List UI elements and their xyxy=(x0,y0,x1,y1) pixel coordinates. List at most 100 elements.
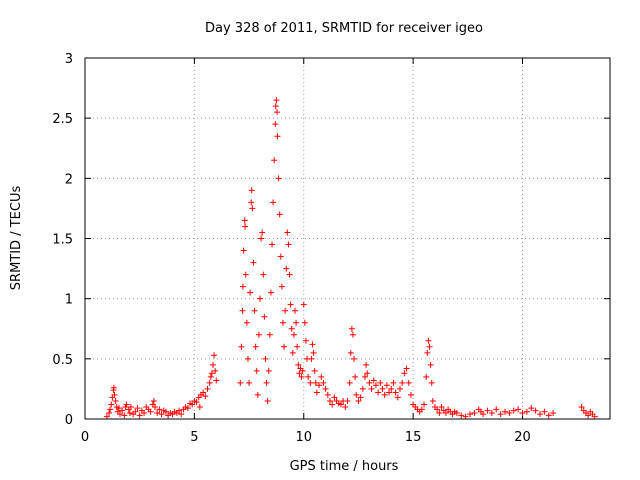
data-point xyxy=(274,109,281,116)
data-point xyxy=(506,409,513,416)
x-tick-label: 5 xyxy=(190,430,198,445)
data-point xyxy=(458,412,465,419)
data-point xyxy=(289,349,296,356)
y-tick-label: 1 xyxy=(65,293,73,308)
data-point xyxy=(207,373,214,380)
axis-ticks: 0 5 10 15 20 0 0.5 1 1.5 2 2.5 3 xyxy=(52,52,610,445)
data-point xyxy=(484,407,491,414)
data-point xyxy=(260,271,267,278)
data-point xyxy=(453,409,460,416)
data-point xyxy=(502,408,508,415)
data-point xyxy=(298,373,305,380)
data-point xyxy=(311,367,318,374)
data-point xyxy=(246,379,253,386)
data-point xyxy=(276,211,283,218)
data-point xyxy=(273,97,280,104)
data-point xyxy=(331,394,338,401)
data-point xyxy=(275,175,282,182)
data-point xyxy=(264,397,271,404)
data-point xyxy=(111,391,118,398)
data-point xyxy=(418,406,425,413)
data-point xyxy=(284,229,291,236)
data-point xyxy=(249,205,256,212)
data-point xyxy=(305,373,312,380)
data-point xyxy=(423,373,430,380)
data-point xyxy=(121,412,128,419)
data-point xyxy=(243,319,250,326)
data-point xyxy=(202,393,209,400)
data-point xyxy=(510,407,517,414)
data-point xyxy=(296,370,303,377)
data-point xyxy=(428,379,435,386)
data-point xyxy=(351,355,358,362)
data-point xyxy=(403,365,410,372)
data-point xyxy=(248,187,255,194)
x-tick-label: 15 xyxy=(405,430,422,445)
data-point xyxy=(206,379,213,386)
data-point xyxy=(370,377,377,384)
data-point xyxy=(269,241,276,248)
data-point xyxy=(528,405,535,412)
data-point xyxy=(274,133,281,140)
data-point xyxy=(119,407,126,414)
data-point xyxy=(106,409,113,416)
data-point xyxy=(152,403,158,410)
y-axis-label: SRMTID / TECUs xyxy=(9,186,24,291)
data-point xyxy=(519,409,526,416)
data-point xyxy=(147,408,154,415)
data-point xyxy=(277,253,284,260)
data-point xyxy=(383,382,390,389)
data-point xyxy=(208,370,215,377)
data-point xyxy=(292,307,298,314)
data-point xyxy=(288,325,295,332)
data-point xyxy=(250,259,257,266)
data-point xyxy=(488,409,495,416)
data-point xyxy=(239,283,246,290)
data-point xyxy=(127,403,134,410)
data-point xyxy=(247,289,254,296)
data-point xyxy=(252,343,259,350)
data-point xyxy=(123,401,130,408)
data-point xyxy=(241,217,248,224)
plot-frame xyxy=(84,57,611,420)
data-point xyxy=(108,401,115,408)
data-point xyxy=(497,411,504,418)
data-point xyxy=(426,343,433,350)
data-point xyxy=(438,403,445,410)
data-point xyxy=(407,391,414,398)
x-tick-label: 10 xyxy=(295,430,312,445)
data-point xyxy=(368,385,375,392)
data-point xyxy=(425,337,432,344)
data-point xyxy=(302,337,309,344)
data-point xyxy=(394,394,401,401)
data-point xyxy=(209,361,216,368)
data-point xyxy=(362,373,368,380)
data-point xyxy=(254,391,261,398)
data-point xyxy=(283,265,290,272)
data-point xyxy=(212,367,219,374)
data-point xyxy=(107,406,114,413)
data-point xyxy=(239,307,246,314)
data-point xyxy=(320,379,327,386)
data-point xyxy=(424,349,431,356)
data-point xyxy=(242,271,249,278)
data-point xyxy=(257,295,263,302)
data-point xyxy=(287,301,294,308)
data-point xyxy=(211,352,218,359)
data-point xyxy=(286,271,293,278)
data-point xyxy=(390,379,397,386)
x-axis-label: GPS time / hours xyxy=(290,459,399,474)
data-point xyxy=(541,408,548,415)
data-point xyxy=(342,403,349,410)
data-point xyxy=(366,379,373,386)
data-point xyxy=(162,408,169,415)
data-point xyxy=(265,367,272,374)
y-tick-label: 0.5 xyxy=(52,353,73,368)
data-point xyxy=(270,199,277,206)
data-point xyxy=(324,391,331,398)
data-point xyxy=(523,408,530,415)
data-point xyxy=(399,379,406,386)
data-point xyxy=(421,401,428,408)
data-point xyxy=(176,407,183,414)
x-tick-label: 20 xyxy=(514,430,531,445)
